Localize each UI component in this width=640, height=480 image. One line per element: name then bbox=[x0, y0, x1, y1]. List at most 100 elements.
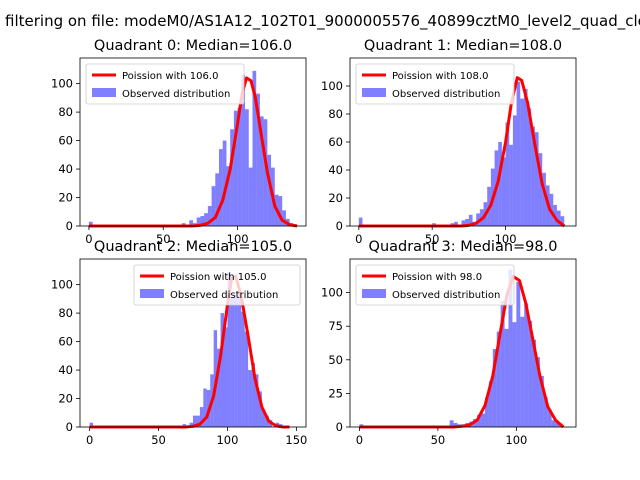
y-tick-label: 0 bbox=[336, 420, 343, 434]
hist-bar bbox=[282, 210, 286, 226]
y-tick-label: 40 bbox=[58, 162, 73, 176]
x-tick-label: 0 bbox=[355, 232, 362, 246]
hist-bar bbox=[227, 271, 231, 427]
hist-bar bbox=[509, 144, 513, 226]
legend-swatch-hist bbox=[92, 88, 116, 97]
legend-swatch-hist bbox=[362, 289, 386, 298]
hist-bar bbox=[492, 349, 497, 427]
hist-bar bbox=[203, 388, 207, 427]
subplot-quadrant-3: 0 50 100 0 25 50 75 100 Quadrant 3: Median=98.0 P… bbox=[321, 239, 577, 447]
legend-label-poisson: Poission with 108.0 bbox=[392, 71, 488, 82]
hist-bar bbox=[255, 374, 259, 427]
y-tick-label: 40 bbox=[58, 363, 73, 377]
legend-label-observed: Observed distribution bbox=[170, 290, 278, 301]
y-tick-label: 75 bbox=[328, 319, 343, 333]
hist-bar bbox=[535, 357, 540, 427]
hist-bar bbox=[505, 122, 510, 226]
y-tick-label: 25 bbox=[328, 386, 343, 400]
hist-bar bbox=[531, 126, 535, 226]
hist-bar bbox=[477, 414, 482, 427]
x-tick-label: 50 bbox=[151, 433, 166, 447]
legend: Poission with 108.0 Observed distribution bbox=[355, 63, 515, 105]
hist-bar bbox=[234, 294, 238, 427]
hist-bar bbox=[547, 409, 552, 427]
y-tick-label: 80 bbox=[328, 107, 343, 121]
y-tick-label: 20 bbox=[58, 392, 73, 406]
y-tick-label: 0 bbox=[66, 219, 73, 233]
hist-bar bbox=[520, 98, 524, 226]
legend-box bbox=[355, 264, 515, 306]
hist-bar bbox=[189, 220, 193, 226]
subplot-quadrant-1: 0 50 100 0 20 40 60 80 100 Quadrant 1: Median=108… bbox=[321, 38, 577, 246]
hist-bar bbox=[496, 331, 501, 427]
legend-label-observed: Observed distribution bbox=[392, 89, 500, 100]
hist-bar bbox=[461, 220, 466, 226]
hist-bar bbox=[259, 116, 264, 226]
hist-bar bbox=[193, 415, 197, 427]
y-tick-label: 100 bbox=[51, 77, 73, 91]
hist-bar bbox=[241, 311, 245, 427]
hist-bar bbox=[245, 109, 249, 226]
hist-bar bbox=[222, 140, 227, 226]
legend-box bbox=[133, 264, 301, 306]
hist-bar bbox=[211, 186, 216, 226]
hist-bar bbox=[465, 219, 469, 226]
hist-bar bbox=[217, 348, 221, 427]
x-tick-label: 100 bbox=[505, 433, 527, 447]
histogram bbox=[359, 269, 564, 427]
hist-bar bbox=[215, 173, 220, 226]
hist-bar bbox=[542, 172, 546, 226]
hist-bar bbox=[89, 422, 94, 427]
hist-bar bbox=[527, 108, 532, 226]
legend-label-poisson: Poission with 105.0 bbox=[170, 272, 266, 283]
hist-bar bbox=[189, 422, 193, 427]
hist-bar bbox=[524, 303, 529, 427]
hist-bar bbox=[196, 415, 200, 427]
hist-bar bbox=[516, 81, 521, 226]
figure-suptitle: Median filtering on file: modeM0/AS1A12_… bbox=[0, 12, 640, 31]
legend: Poission with 98.0 Observed distribution bbox=[355, 264, 515, 306]
hist-bar bbox=[261, 409, 266, 427]
hist-bar bbox=[200, 216, 205, 226]
hist-bar bbox=[523, 88, 528, 226]
legend-swatch-hist bbox=[140, 289, 164, 298]
subplot-title: Quadrant 1: Median=108.0 bbox=[364, 38, 562, 54]
x-tick-label: 0 bbox=[356, 433, 363, 447]
hist-bar bbox=[233, 110, 238, 226]
hist-bar bbox=[204, 213, 208, 226]
subplot-quadrant-2: 0 50 100 150 0 20 40 60 80 100 Quadrant 2: Median=… bbox=[51, 239, 307, 447]
y-tick-label: 50 bbox=[328, 353, 343, 367]
hist-bar bbox=[498, 142, 502, 226]
hist-bar bbox=[453, 422, 458, 427]
y-tick-label: 60 bbox=[58, 335, 73, 349]
hist-bar bbox=[237, 107, 242, 226]
hist-bar bbox=[230, 297, 235, 427]
y-tick-label: 60 bbox=[58, 134, 73, 148]
hist-bar bbox=[252, 70, 257, 226]
hist-bar bbox=[560, 216, 565, 226]
hist-bar bbox=[226, 166, 231, 226]
y-tick-label: 20 bbox=[328, 191, 343, 205]
subplot-grid: 0 50 100 0 20 40 60 80 100 Quadrant 0: Median=106… bbox=[51, 38, 577, 447]
y-tick-label: 80 bbox=[58, 306, 73, 320]
legend-label-poisson: Poission with 106.0 bbox=[122, 71, 218, 82]
hist-bar bbox=[543, 397, 548, 427]
axes-frame bbox=[349, 258, 577, 428]
hist-bar bbox=[207, 206, 212, 226]
hist-bar bbox=[501, 157, 506, 226]
hist-bar bbox=[516, 281, 521, 427]
hist-bar bbox=[230, 129, 234, 226]
subplot-title: Quadrant 2: Median=105.0 bbox=[94, 239, 292, 255]
subplot-title: Quadrant 0: Median=106.0 bbox=[94, 38, 292, 54]
hist-bar bbox=[476, 213, 480, 226]
hist-bar bbox=[88, 221, 93, 226]
hist-bar bbox=[237, 288, 242, 427]
hist-bar bbox=[196, 217, 201, 226]
legend-label-observed: Observed distribution bbox=[122, 89, 230, 100]
x-tick-label: 100 bbox=[495, 232, 517, 246]
hist-bar bbox=[484, 397, 489, 427]
hist-bar bbox=[520, 316, 525, 427]
hist-bar bbox=[551, 420, 556, 427]
hist-bar bbox=[481, 413, 485, 427]
y-tick-label: 100 bbox=[51, 278, 73, 292]
